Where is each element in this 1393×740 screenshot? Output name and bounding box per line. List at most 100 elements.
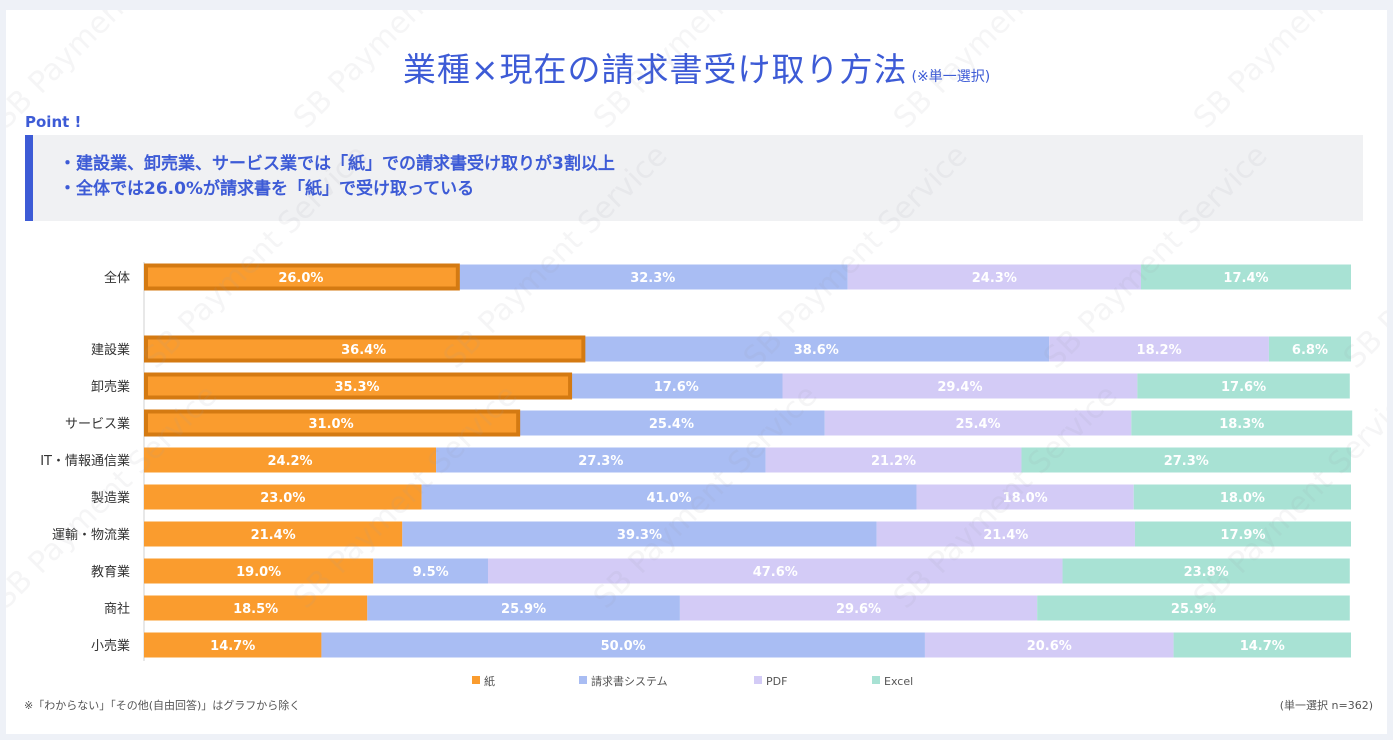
bar-segment (1037, 595, 1350, 621)
bar-row: 教育業 19.0% 9.5% 47.6% 23.8% (91, 558, 1350, 584)
data-label: 14.7% (210, 639, 255, 654)
legend-swatch (472, 676, 480, 684)
bar-segment (144, 373, 571, 399)
title-main: 業種×現在の請求書受け取り方法 (402, 50, 908, 89)
data-label: 18.2% (1137, 343, 1182, 358)
bar-segment (144, 447, 437, 473)
bar-segment (436, 447, 766, 473)
data-label: 27.3% (1164, 454, 1209, 469)
highlight-frame (144, 263, 460, 291)
bar-segment (1133, 484, 1351, 510)
footnote: ※「わからない」「その他(自由回答)」はグラフから除く (24, 699, 301, 712)
chart-slide: 業種×現在の請求書受け取り方法 (※単一選択) Point ! ・建設業、卸売業、… (6, 10, 1387, 734)
data-label: 17.4% (1223, 271, 1268, 286)
bar-segment (1049, 336, 1269, 362)
bar-row: 建設業 36.4% 38.6% 18.2% 6.8% (91, 335, 1351, 363)
bar-segment (457, 264, 848, 290)
stacked-bar-chart: 全体 26.0% 32.3% 24.3% 17.4% 建設業 36.4% 38.6% 18.2%… (40, 262, 1353, 688)
point-box: ・建設業、卸売業、サービス業では「紙」での請求書受け取りが3割以上 ・全体では2… (25, 135, 1363, 221)
category-label: 全体 (104, 270, 130, 286)
legend-item: 請求書システム (579, 674, 668, 688)
bar-segment (583, 336, 1050, 362)
bar-segment (1021, 447, 1351, 473)
category-label: サービス業 (65, 416, 130, 432)
category-label: 製造業 (91, 490, 130, 506)
bar-segment (876, 521, 1135, 547)
legend-item: PDF (754, 675, 787, 688)
data-label: 36.4% (341, 343, 386, 358)
data-label: 38.6% (794, 343, 839, 358)
bar-segment (367, 595, 680, 621)
bar-segment (916, 484, 1134, 510)
data-label: 14.7% (1240, 639, 1285, 654)
highlight-frame (144, 335, 586, 363)
data-label: 25.4% (955, 417, 1000, 432)
legend-swatch (579, 676, 587, 684)
bar-segment (144, 632, 322, 658)
data-label: 50.0% (601, 639, 646, 654)
legend-item: 紙 (472, 674, 495, 688)
legend-label: PDF (766, 675, 787, 688)
data-label: 39.3% (617, 528, 662, 543)
bar-row: 製造業 23.0% 41.0% 18.0% 18.0% (91, 484, 1351, 510)
bar-segment (847, 264, 1141, 290)
sample-size-note: (単一選択 n=362) (1279, 699, 1373, 712)
data-label: 29.4% (937, 380, 982, 395)
data-label: 21.2% (871, 454, 916, 469)
bar-segment (924, 632, 1174, 658)
data-label: 20.6% (1027, 639, 1072, 654)
category-label: 教育業 (91, 564, 130, 580)
data-label: 47.6% (753, 565, 798, 580)
legend-swatch (872, 676, 880, 684)
highlight-frame (144, 372, 573, 400)
bar-row: 全体 26.0% 32.3% 24.3% 17.4% (104, 263, 1351, 291)
data-label: 18.0% (1220, 491, 1265, 506)
data-label: 18.3% (1219, 417, 1264, 432)
category-label: 運輸・物流業 (52, 527, 130, 543)
data-label: 25.4% (649, 417, 694, 432)
data-label: 17.9% (1220, 528, 1265, 543)
bar-row: 小売業 14.7% 50.0% 20.6% 14.7% (91, 632, 1351, 658)
bar-segment (373, 558, 488, 584)
category-label: 卸売業 (91, 379, 130, 395)
bar-segment (1140, 264, 1351, 290)
bar-segment (679, 595, 1038, 621)
data-label: 24.3% (972, 271, 1017, 286)
bar-segment (570, 373, 783, 399)
title-note: (※単一選択) (911, 69, 991, 85)
bar-segment (144, 484, 422, 510)
data-label: 32.3% (630, 271, 675, 286)
data-label: 29.6% (836, 602, 881, 617)
data-label: 25.9% (501, 602, 546, 617)
bar-segment (518, 410, 825, 436)
bar-row: 運輸・物流業 21.4% 39.3% 21.4% 17.9% (52, 521, 1351, 547)
data-label: 27.3% (578, 454, 623, 469)
bar-segment (782, 373, 1138, 399)
category-label: 商社 (104, 601, 130, 617)
bar-segment (765, 447, 1022, 473)
data-label: 25.9% (1171, 602, 1216, 617)
bar-row: 商社 18.5% 25.9% 29.6% 25.9% (104, 595, 1350, 621)
data-label: 9.5% (413, 565, 449, 580)
bar-segment (144, 521, 403, 547)
bar-segment (144, 558, 374, 584)
legend-label: 請求書システム (591, 674, 668, 688)
data-label: 26.0% (278, 271, 323, 286)
data-label: 18.0% (1003, 491, 1048, 506)
bar-row: サービス業 31.0% 25.4% 25.4% 18.3% (65, 409, 1353, 437)
category-label: 建設業 (91, 342, 130, 358)
category-label: IT・情報通信業 (40, 453, 130, 469)
data-label: 31.0% (309, 417, 354, 432)
data-label: 35.3% (334, 380, 379, 395)
legend-label: Excel (884, 675, 913, 688)
bar-segment (1268, 336, 1351, 362)
data-label: 6.8% (1292, 343, 1328, 358)
legend-swatch (754, 676, 762, 684)
point-line-2: ・全体では26.0%が請求書を「紙」で受け取っている (59, 179, 475, 199)
bar-segment (144, 595, 368, 621)
bar-segment (144, 264, 458, 290)
bar-segment (487, 558, 1063, 584)
bar-segment (144, 336, 584, 362)
data-label: 23.0% (260, 491, 305, 506)
point-label: Point ! (25, 113, 82, 131)
